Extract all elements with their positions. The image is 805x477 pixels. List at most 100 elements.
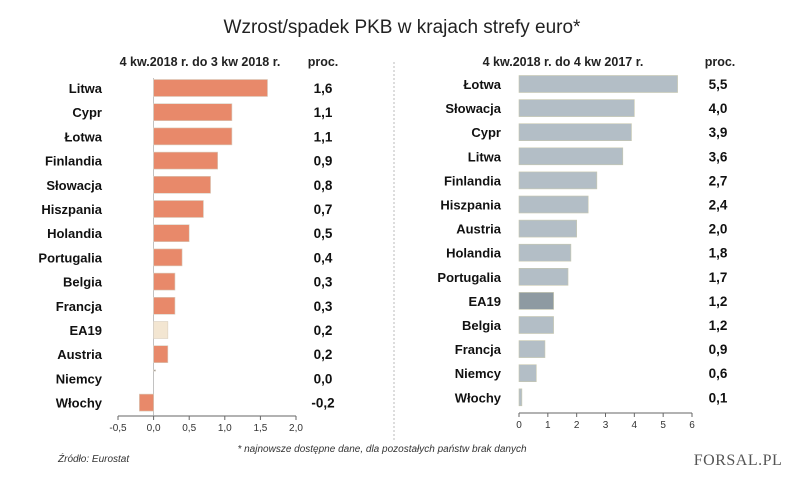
category-label: EA19	[468, 294, 501, 309]
category-label: Finlandia	[45, 154, 103, 169]
footnote: * najnowsze dostępne dane, dla pozostały…	[237, 444, 527, 455]
right-chart-panel: 4 kw.2018 r. do 4 kw 2017 r. proc. 0 1 2 3 4…	[437, 55, 735, 431]
category-label: Austria	[57, 347, 103, 362]
bar-austria	[153, 345, 169, 364]
bar-niemcy	[518, 364, 537, 383]
x-tick-label: 6	[689, 420, 695, 431]
category-label: Niemcy	[455, 366, 502, 381]
bar-cypr	[153, 103, 233, 121]
value-label: 0,3	[314, 275, 333, 290]
bar-belgia	[153, 272, 176, 291]
x-tick-label: 3	[603, 420, 609, 431]
x-tick-label: 4	[632, 420, 638, 431]
category-label: Cypr	[471, 125, 501, 140]
value-label: 2,4	[709, 198, 728, 213]
bar-cypr	[518, 123, 632, 141]
category-label: Portugalia	[38, 250, 102, 265]
value-label: 3,9	[709, 125, 728, 140]
bar-holandia	[518, 243, 572, 262]
category-label: Francja	[56, 299, 103, 314]
value-label: 0,4	[314, 250, 333, 265]
value-label: 0,0	[314, 371, 333, 386]
forsal-logo: FORSAL.PL	[694, 452, 783, 469]
bar-litwa	[153, 79, 268, 97]
bar-słowacja	[518, 99, 635, 117]
category-label: EA19	[69, 323, 102, 338]
value-label: 1,2	[709, 294, 728, 309]
bar-hiszpania	[153, 200, 204, 218]
category-label: Włochy	[455, 390, 502, 405]
value-label: -0,2	[311, 396, 334, 411]
value-label: 0,2	[314, 323, 333, 338]
value-label: 3,6	[709, 149, 728, 164]
category-label: Cypr	[72, 105, 102, 120]
bar-portugalia	[518, 267, 569, 286]
value-label: 0,3	[314, 299, 333, 314]
category-label: Holandia	[446, 246, 502, 261]
category-label: Włochy	[56, 396, 103, 411]
bar-belgia	[518, 316, 554, 334]
right-bars: 0 1 2 3 4 5 6 Łotwa 5,5 Słowacja 4,0 Cypr 3,9 Litwa 3,…	[437, 75, 728, 431]
source-label: Źródło: Eurostat	[57, 452, 130, 465]
bar-ea19	[518, 292, 554, 310]
category-label: Austria	[456, 222, 502, 237]
left-subtitle: 4 kw.2018 r. do 3 kw 2018 r.	[120, 55, 281, 69]
bar-niemcy	[153, 369, 156, 372]
bar-ea19	[153, 321, 169, 339]
value-label: 5,5	[709, 77, 728, 92]
value-label: 0,2	[314, 347, 333, 362]
left-chart-panel: 4 kw.2018 r. do 3 kw 2018 r. proc. -0,5 0…	[38, 55, 338, 434]
bar-finlandia	[153, 151, 218, 170]
category-label: Słowacja	[46, 178, 102, 193]
bar-hiszpania	[518, 195, 589, 214]
category-label: Łotwa	[64, 129, 102, 144]
value-label: 0,1	[709, 390, 728, 405]
bar-łotwa	[518, 75, 678, 93]
category-label: Holandia	[47, 226, 103, 241]
bar-włochy	[518, 388, 523, 407]
category-label: Francja	[455, 342, 502, 357]
value-label: 1,6	[314, 81, 333, 96]
x-tick-label: 1,5	[253, 423, 267, 434]
left-value-header: proc.	[308, 55, 339, 69]
left-bars: -0,5 0,0 0,5 1,0 1,5 2,0 Litwa 1,6 Cypr 1,1 Łotwa 1…	[38, 78, 335, 434]
bar-portugalia	[153, 248, 183, 267]
category-label: Finlandia	[444, 173, 502, 188]
value-label: 1,1	[314, 129, 333, 144]
value-label: 1,1	[314, 105, 333, 120]
value-label: 1,8	[709, 246, 728, 261]
value-label: 0,5	[314, 226, 333, 241]
category-label: Słowacja	[445, 101, 501, 116]
bar-finlandia	[518, 171, 598, 190]
category-label: Belgia	[63, 275, 103, 290]
bar-włochy	[139, 393, 154, 412]
category-label: Łotwa	[463, 77, 501, 92]
x-tick-label: 0	[516, 420, 522, 431]
category-label: Litwa	[69, 81, 103, 96]
category-label: Hiszpania	[440, 198, 501, 213]
value-label: 0,7	[314, 202, 333, 217]
x-tick-label: 1,0	[218, 423, 232, 434]
bar-łotwa	[153, 127, 233, 146]
value-label: 2,0	[709, 222, 728, 237]
value-label: 0,8	[314, 178, 333, 193]
bar-litwa	[518, 147, 624, 166]
x-tick-label: 0,5	[182, 423, 196, 434]
bar-słowacja	[153, 176, 211, 194]
right-subtitle: 4 kw.2018 r. do 4 kw 2017 r.	[483, 55, 644, 69]
x-tick-label: 1	[545, 420, 551, 431]
value-label: 1,2	[709, 318, 728, 333]
category-label: Belgia	[462, 318, 502, 333]
bar-austria	[518, 219, 577, 238]
chart-title: Wzrost/spadek PKB w krajach strefy euro*	[224, 17, 582, 38]
category-label: Niemcy	[56, 371, 103, 386]
value-label: 1,7	[709, 270, 728, 285]
category-label: Portugalia	[437, 270, 501, 285]
value-label: 0,9	[314, 154, 333, 169]
value-label: 4,0	[709, 101, 728, 116]
x-tick-label: 2	[574, 420, 580, 431]
x-tick-label: 2,0	[289, 423, 303, 434]
x-tick-label: 5	[660, 420, 666, 431]
category-label: Litwa	[468, 149, 502, 164]
